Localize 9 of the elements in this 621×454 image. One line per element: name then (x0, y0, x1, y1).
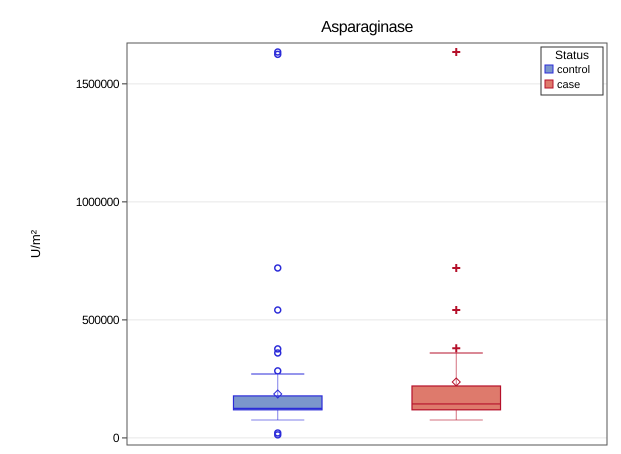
y-axis-title: U/m² (28, 229, 43, 258)
chart-title: Asparaginase (321, 19, 414, 36)
legend-label: control (557, 64, 590, 76)
y-tick-label: 1000000 (76, 195, 120, 210)
y-tick-label: 500000 (82, 313, 120, 328)
legend-label: case (557, 79, 580, 91)
y-tick-label: 0 (112, 431, 120, 446)
legend-title: Status (554, 48, 590, 62)
y-tick-label: 1500000 (76, 77, 120, 92)
